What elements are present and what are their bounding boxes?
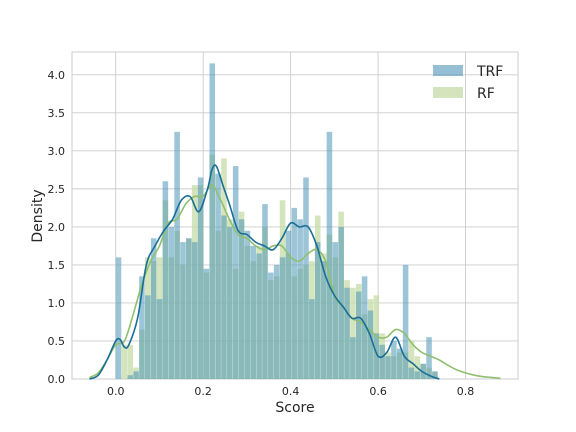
x-tick-label: 0.0 — [107, 385, 125, 398]
trf-bar — [402, 264, 409, 379]
trf-bar — [256, 253, 262, 379]
trf-bar — [320, 261, 327, 379]
trf-bar — [279, 257, 286, 379]
y-tick-label: 0.5 — [48, 335, 66, 348]
y-tick-label: 2.0 — [48, 221, 66, 234]
trf-bar — [209, 63, 216, 379]
trf-bar — [197, 177, 204, 379]
y-tick-label: 1.5 — [48, 259, 66, 272]
trf-bar — [338, 226, 344, 379]
rf-kde-line — [89, 184, 501, 380]
trf-bar — [180, 242, 186, 379]
trf-bar — [268, 272, 274, 379]
x-tick-label: 0.4 — [282, 385, 300, 398]
trf-bar — [162, 181, 169, 379]
legend: TRF RF — [433, 64, 503, 102]
trf-bar — [355, 291, 362, 379]
rf-bar — [350, 287, 356, 379]
trf-bar — [232, 166, 239, 379]
trf-kde-line — [89, 164, 440, 380]
trf-bar — [221, 215, 227, 379]
trf-bar — [414, 371, 421, 379]
x-axis-title: Score — [275, 400, 314, 416]
trf-legend-label: TRF — [476, 64, 503, 80]
trf-bar — [127, 375, 134, 379]
y-axis-title: Density — [30, 189, 46, 242]
x-tick-labels: 0.0 0.2 0.4 0.6 0.8 — [107, 385, 474, 398]
trf-bar — [139, 276, 145, 379]
trf-bar — [361, 276, 368, 379]
y-tick-labels: 0.0 0.5 1.0 1.5 2.0 2.5 3.0 3.5 4.0 — [48, 69, 66, 386]
rf-bar — [121, 344, 128, 379]
trf-bar — [426, 337, 432, 379]
trf-bar — [391, 340, 397, 379]
trf-bar — [367, 310, 374, 379]
trf-bar — [314, 242, 321, 379]
y-tick-label: 3.0 — [48, 145, 66, 158]
trf-bar — [432, 371, 438, 379]
trf-bar — [297, 219, 303, 379]
trf-bar — [174, 131, 180, 379]
trf-bar — [408, 367, 415, 379]
rf-legend-swatch — [433, 87, 463, 98]
y-tick-label: 3.5 — [48, 107, 66, 120]
y-tick-label: 1.0 — [48, 297, 66, 310]
trf-bar — [215, 173, 221, 379]
trf-bar — [273, 264, 280, 379]
trf-histogram-bars — [115, 63, 438, 379]
kde-lines — [89, 164, 501, 380]
y-tick-label: 0.0 — [48, 373, 66, 386]
trf-bar — [203, 268, 210, 379]
trf-bar — [262, 204, 268, 379]
y-tick-label: 4.0 — [48, 69, 66, 82]
trf-bar — [385, 356, 391, 379]
rf-legend-label: RF — [477, 86, 495, 102]
rf-bar — [408, 340, 415, 379]
trf-bar — [326, 131, 333, 379]
x-tick-label: 0.2 — [194, 385, 212, 398]
trf-bar — [309, 299, 315, 379]
trf-bar — [227, 226, 233, 379]
trf-bar — [145, 295, 151, 379]
x-tick-label: 0.6 — [369, 385, 387, 398]
trf-bar — [344, 287, 350, 379]
trf-bar — [244, 230, 251, 379]
x-tick-label: 0.8 — [457, 385, 475, 398]
trf-bar — [303, 177, 309, 379]
trf-bar — [186, 238, 192, 379]
trf-bar — [373, 333, 380, 379]
trf-bar — [168, 226, 175, 379]
trf-bar — [115, 257, 122, 379]
trf-bar — [396, 348, 403, 379]
trf-bar — [133, 371, 139, 379]
y-tick-label: 2.5 — [48, 183, 66, 196]
trf-bar — [285, 230, 292, 379]
trf-bar — [250, 245, 257, 379]
trf-bar — [350, 337, 356, 379]
trf-bar — [238, 219, 245, 379]
trf-bar — [332, 242, 339, 379]
trf-bar — [379, 344, 385, 379]
trf-bar — [291, 207, 298, 379]
trf-bar — [156, 299, 163, 379]
trf-legend-swatch — [433, 65, 463, 76]
rf-bar — [127, 344, 134, 379]
trf-bar — [150, 238, 157, 379]
trf-bar — [191, 242, 198, 379]
